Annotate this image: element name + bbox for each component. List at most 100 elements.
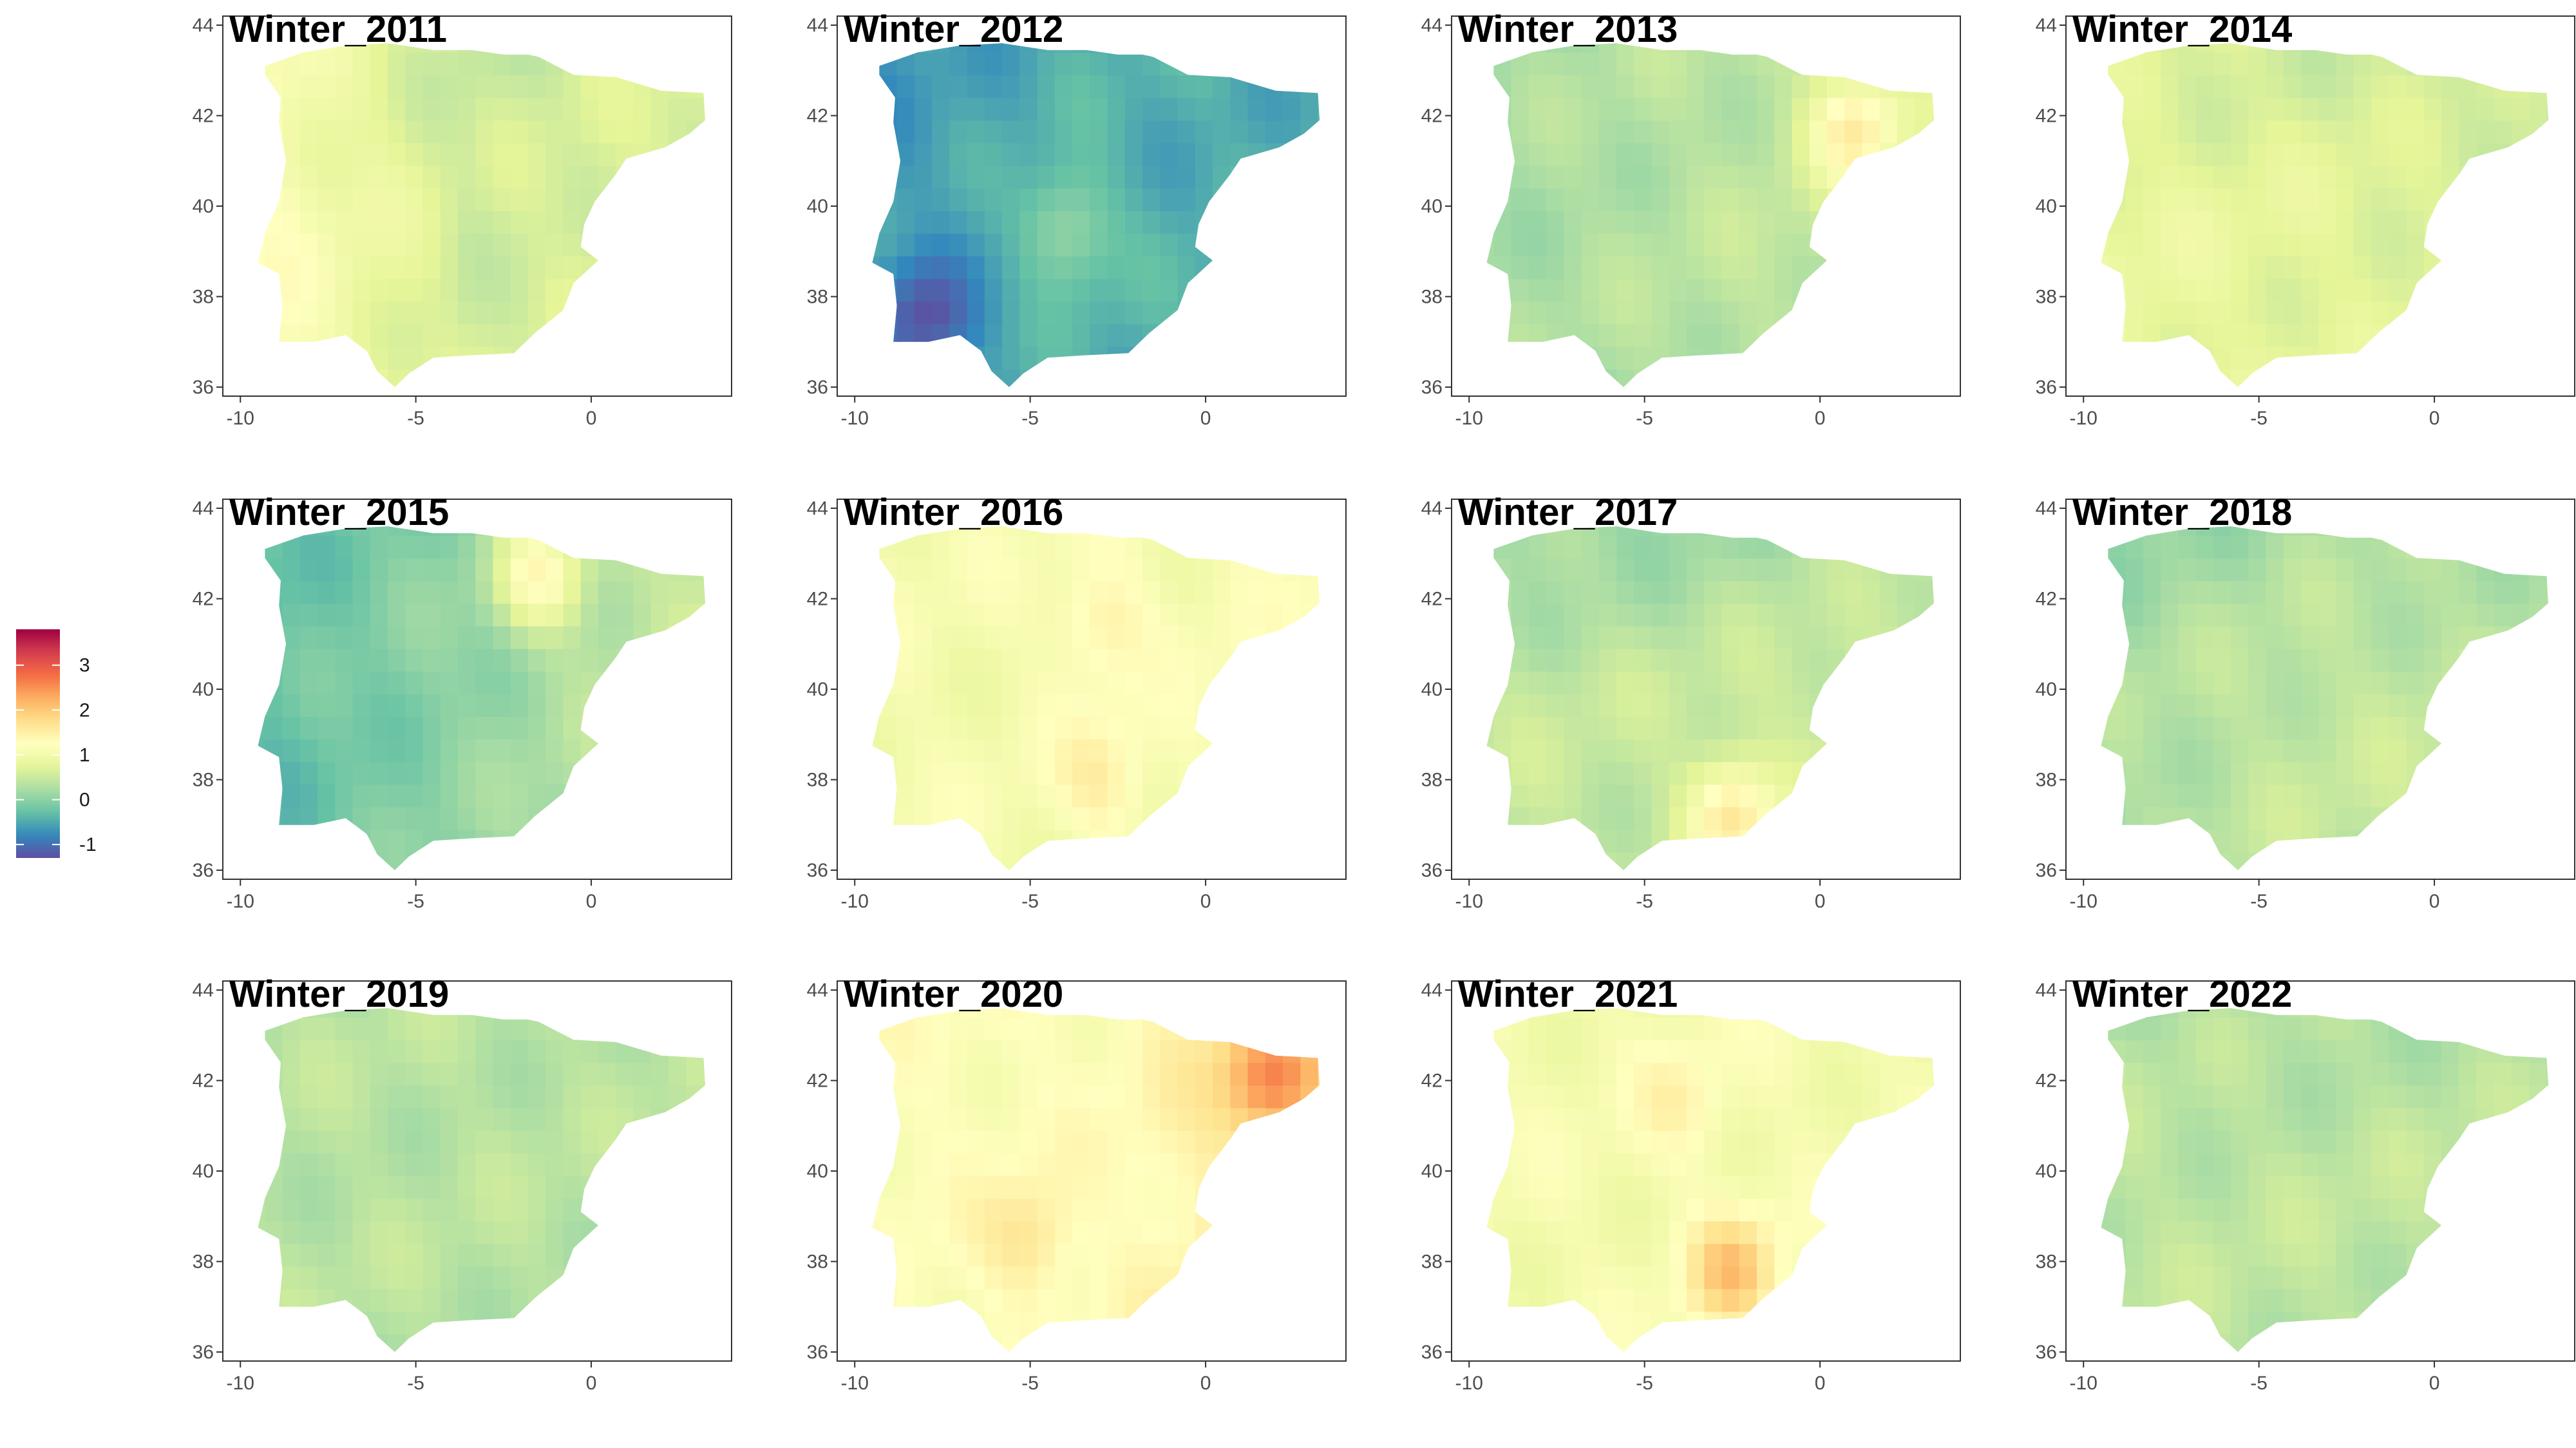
raster-cell (2336, 120, 2354, 144)
raster-cell (1651, 120, 1670, 144)
raster-cell (967, 648, 985, 672)
raster-cell (493, 1333, 511, 1352)
raster-cell (1124, 368, 1143, 388)
raster-cell (1932, 233, 1935, 256)
raster-cell (2441, 694, 2459, 717)
raster-cell (1247, 1198, 1266, 1221)
raster-cell (258, 1085, 266, 1109)
raster-cell (388, 671, 406, 694)
raster-cell (1757, 535, 1775, 559)
raster-cell (1282, 1130, 1301, 1154)
raster-cell (2178, 535, 2197, 559)
raster-cell (1493, 829, 1512, 853)
raster-cell (1072, 1107, 1090, 1131)
raster-cell (545, 346, 564, 370)
raster-cell (1230, 852, 1249, 870)
raster-cell (1282, 1266, 1301, 1290)
raster-cell (2178, 806, 2197, 830)
raster-cell (633, 1266, 652, 1290)
raster-cell (650, 142, 669, 166)
raster-cell (528, 75, 546, 99)
raster-cell (1265, 784, 1283, 808)
raster-cell (1616, 233, 1635, 256)
raster-cell (1827, 43, 1845, 53)
raster-cell (1528, 75, 1547, 99)
raster-cell (1827, 806, 1845, 830)
raster-cell (668, 852, 687, 870)
raster-cell (1265, 346, 1283, 370)
raster-cell (879, 1085, 898, 1109)
raster-cell (2476, 256, 2495, 280)
raster-cell (1054, 52, 1073, 76)
raster-cell (335, 301, 354, 325)
raster-cell (2336, 211, 2354, 234)
raster-cell (1177, 1288, 1196, 1312)
raster-cell (2529, 558, 2548, 582)
raster-cell (1827, 368, 1845, 388)
raster-cell (1774, 301, 1793, 325)
raster-cell (932, 716, 951, 739)
raster-cell (1704, 1017, 1723, 1041)
raster-cell (1528, 142, 1547, 166)
raster-cell (1897, 580, 1915, 604)
raster-cell (1809, 301, 1828, 325)
raster-cell (2423, 211, 2442, 234)
raster-cell (1739, 1266, 1757, 1290)
raster-cell (335, 97, 354, 121)
raster-cell (1072, 1311, 1090, 1335)
raster-cell (282, 165, 301, 189)
raster-cell (1757, 211, 1775, 234)
raster-cell (1072, 1062, 1090, 1086)
raster-cell (2494, 558, 2512, 582)
raster-cell (1774, 120, 1793, 144)
raster-cell (914, 323, 933, 347)
raster-cell (510, 603, 529, 627)
raster-cell (2529, 603, 2548, 627)
raster-cell (2546, 368, 2549, 388)
raster-cell (896, 1266, 915, 1290)
raster-cell (1124, 165, 1143, 189)
raster-cell (1932, 120, 1935, 144)
raster-cell (1915, 1085, 1933, 1109)
raster-cell (879, 211, 898, 234)
raster-cell (1528, 1176, 1547, 1199)
raster-cell (2178, 761, 2197, 785)
raster-cell (1721, 1130, 1740, 1154)
raster-cell (2161, 75, 2179, 99)
raster-cell (598, 1085, 616, 1109)
raster-cell (1669, 1040, 1687, 1063)
raster-cell (2441, 526, 2459, 536)
raster-cell (967, 1040, 985, 1063)
raster-cell (352, 526, 371, 536)
raster-cell (1651, 346, 1670, 370)
raster-cell (352, 97, 371, 121)
raster-cell (1072, 829, 1090, 853)
raster-cell (686, 165, 705, 189)
raster-cell (896, 165, 915, 189)
raster-cell (1564, 852, 1582, 870)
raster-cell (1915, 739, 1933, 763)
raster-cell (1757, 1040, 1775, 1063)
raster-cell (686, 1152, 705, 1176)
y-tick-label: 38 (193, 286, 214, 307)
raster-cell (1037, 165, 1056, 189)
raster-cell (1282, 784, 1301, 808)
raster-cell (1230, 1040, 1249, 1063)
raster-cell (493, 1311, 511, 1335)
raster-cell (949, 52, 968, 76)
raster-cell (686, 739, 705, 763)
raster-cell (1792, 784, 1810, 808)
raster-cell (598, 1152, 616, 1176)
raster-cell (440, 1085, 459, 1109)
raster-cell (967, 1008, 985, 1018)
raster-cell (1037, 1221, 1056, 1244)
raster-cell (1002, 535, 1021, 559)
raster-cell (1177, 323, 1196, 347)
raster-cell (1160, 1062, 1179, 1086)
raster-cell (1265, 1017, 1283, 1041)
raster-cell (2494, 75, 2512, 99)
raster-cell (1107, 165, 1126, 189)
raster-cell (1282, 1040, 1301, 1063)
raster-cell (475, 165, 494, 189)
raster-cell (1879, 671, 1898, 694)
